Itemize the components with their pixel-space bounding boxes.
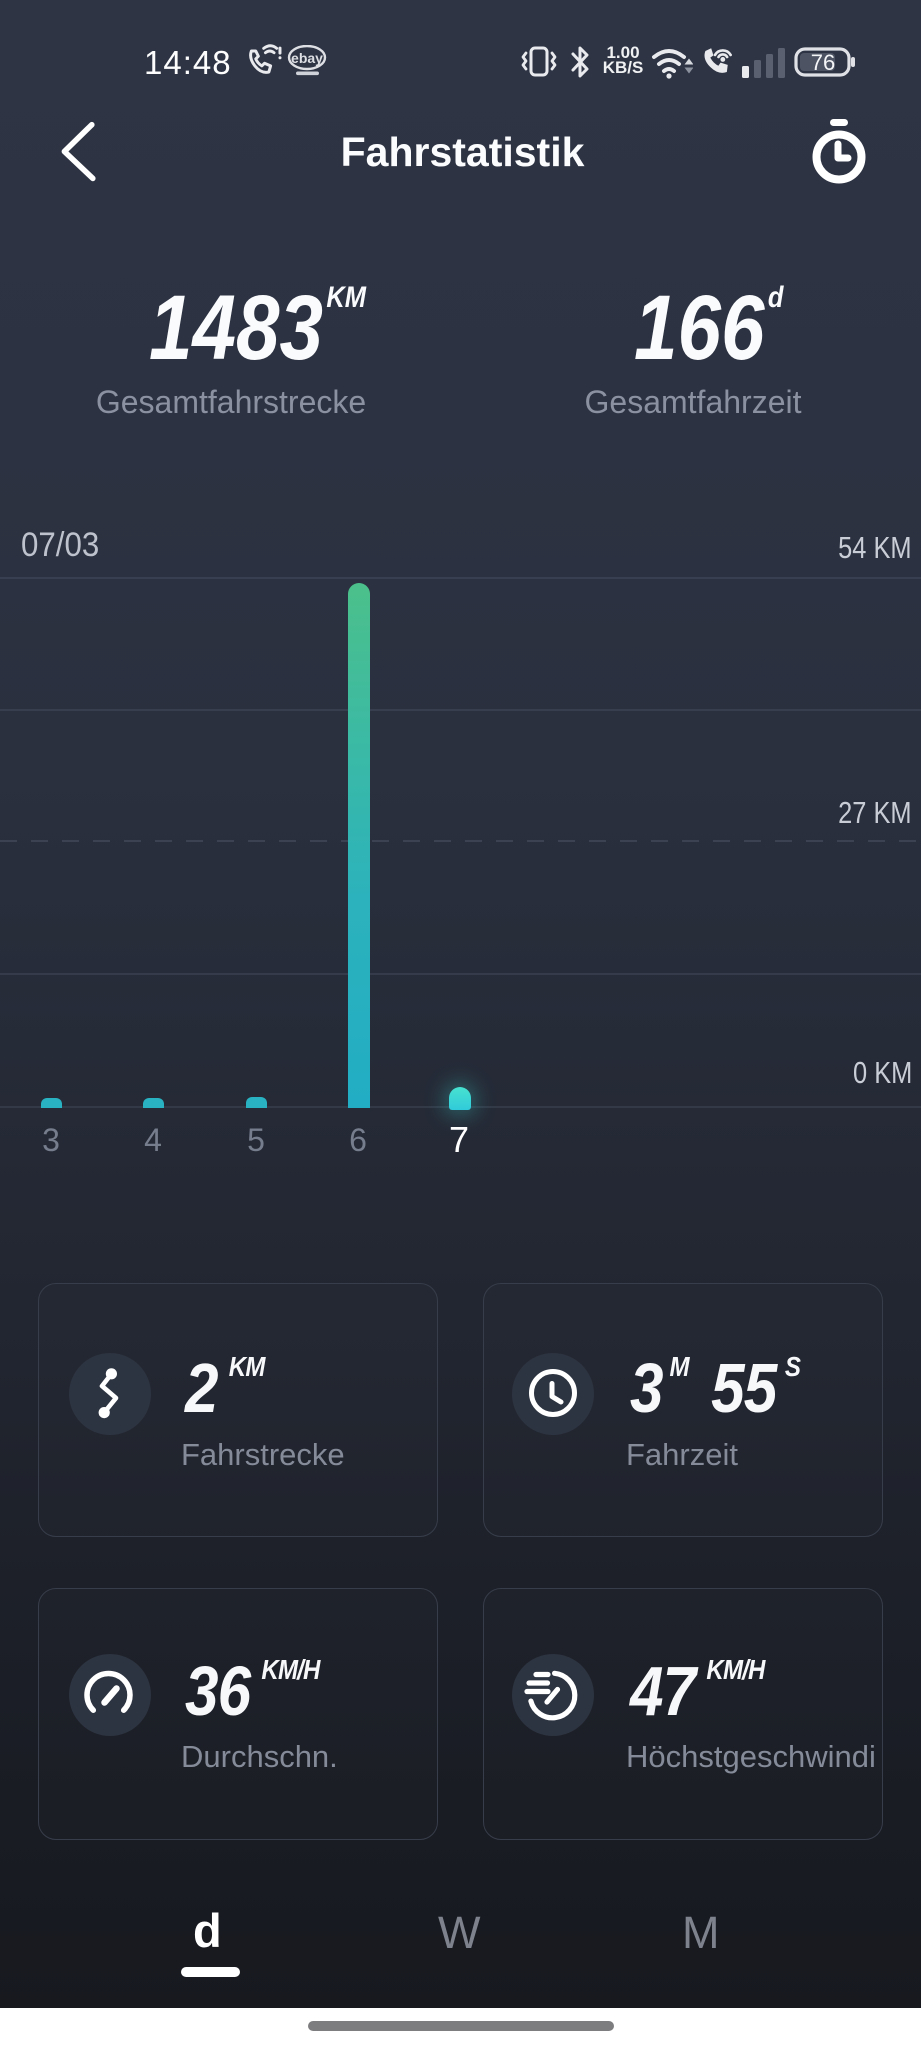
svg-text:ebay: ebay bbox=[291, 50, 323, 66]
svg-text:76: 76 bbox=[811, 50, 835, 75]
